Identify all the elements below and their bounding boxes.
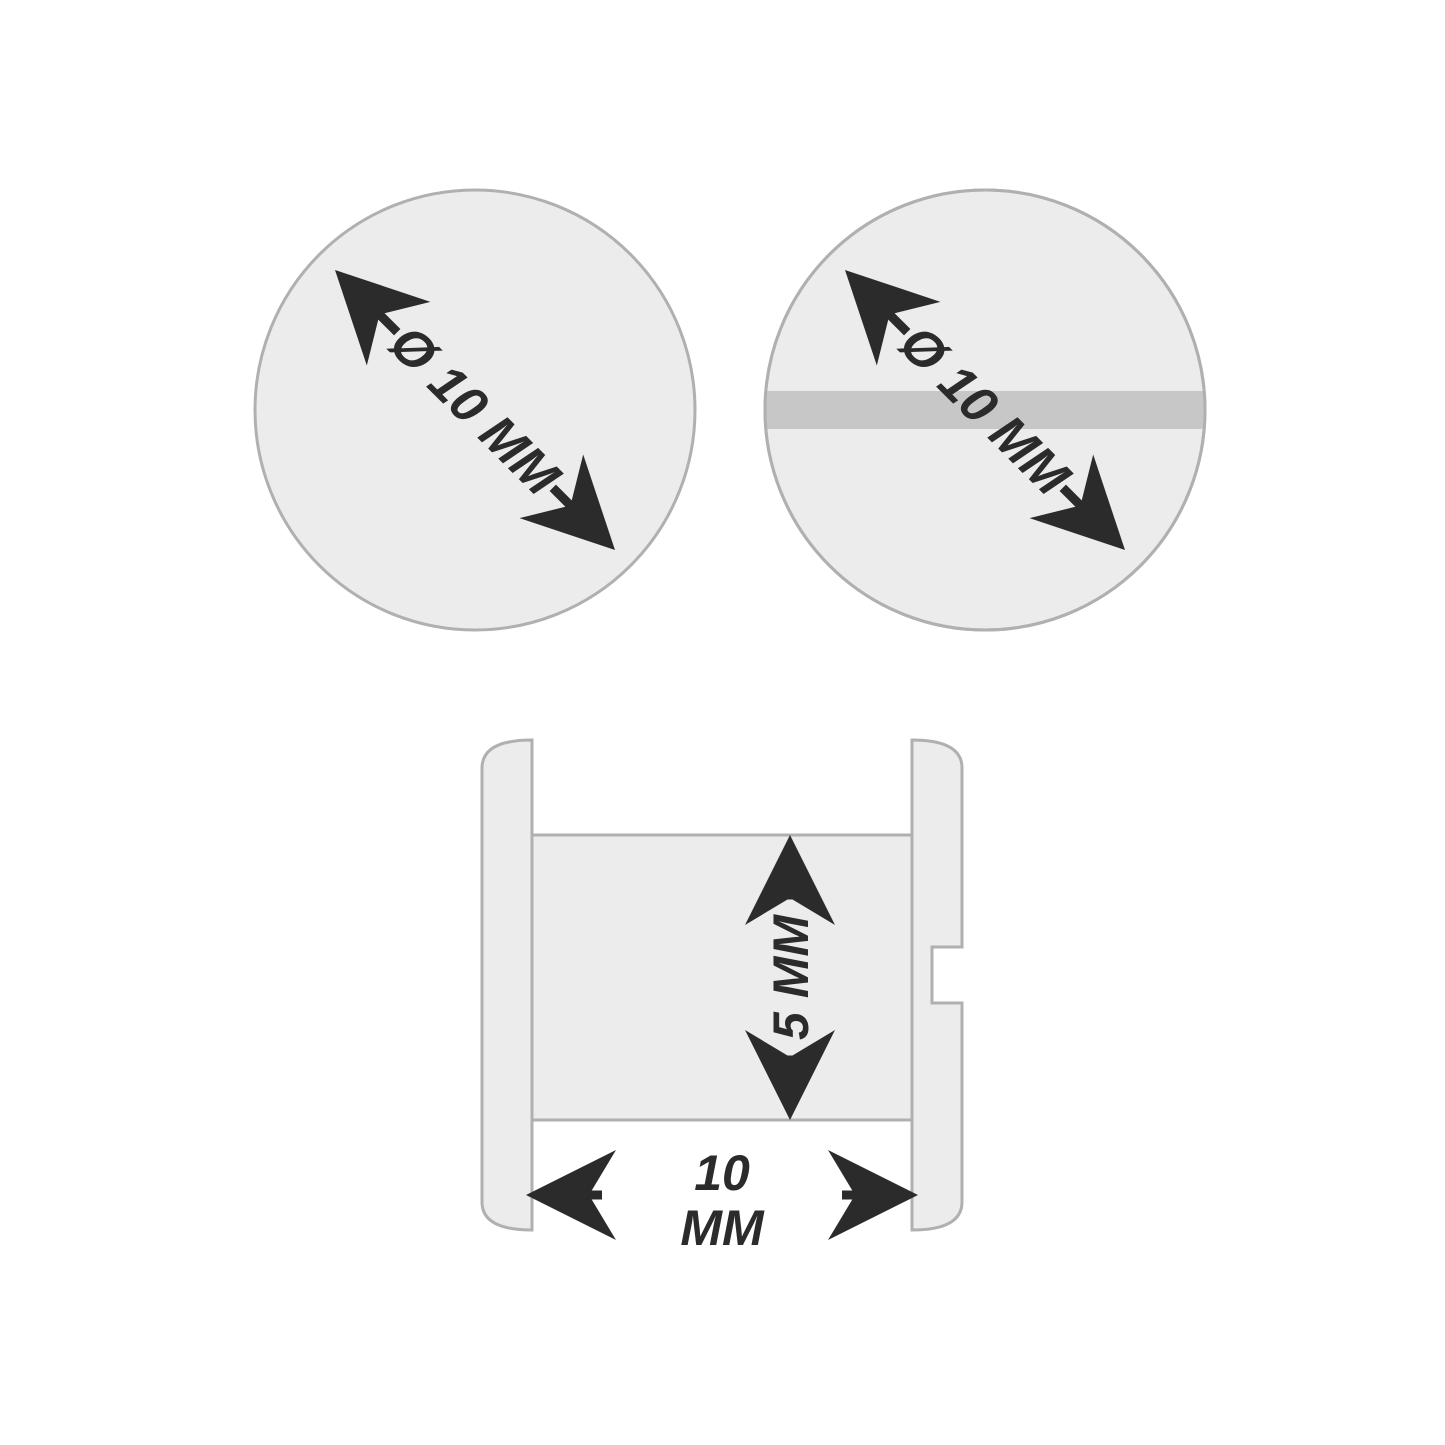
side-flange-left [482,740,532,1230]
dimension-horizontal-label-bottom: MM [680,1200,765,1256]
side-flange-right [912,740,962,1230]
side-shaft [532,835,912,1120]
diagram-canvas: Ø 10 MMØ 10 MM5 MM10MM [0,0,1445,1445]
dimension-horizontal-label-top: 10 [694,1145,750,1201]
dimension-horizontal: 10MM [544,1145,900,1256]
dimension-vertical-label: 5 MM [763,914,819,1040]
